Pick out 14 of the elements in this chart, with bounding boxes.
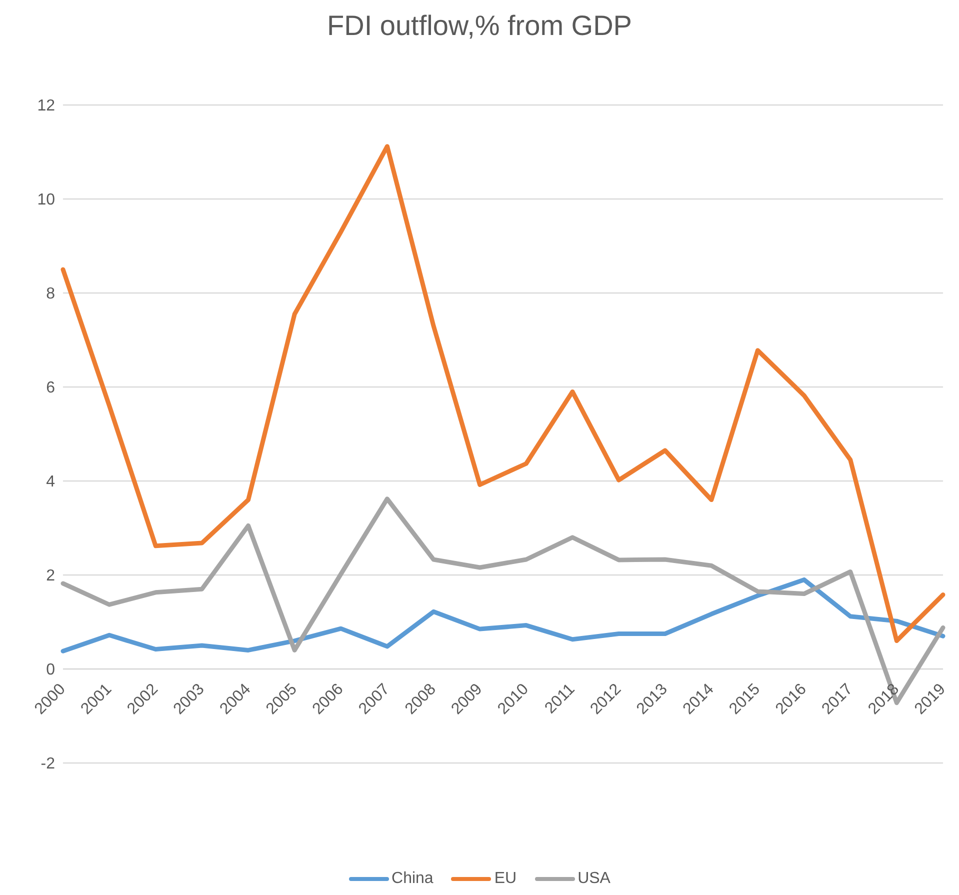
y-tick-label: 10: [37, 192, 56, 209]
y-tick-label: 2: [46, 568, 56, 585]
y-tick-label: 6: [46, 380, 56, 397]
legend-label: China: [390, 870, 434, 888]
line-series: [60, 144, 946, 644]
y-tick-label: 12: [37, 98, 56, 115]
y-tick-label: 8: [46, 286, 56, 303]
y-tick-label: 0: [46, 662, 56, 679]
line-series: [60, 577, 946, 654]
y-tick-label: 4: [46, 474, 56, 491]
legend-label: USA: [576, 870, 610, 888]
y-tick-label: -2: [40, 756, 56, 773]
legend-label: EU: [493, 870, 517, 888]
chart-title: FDI outflow,% from GDP: [326, 10, 633, 42]
